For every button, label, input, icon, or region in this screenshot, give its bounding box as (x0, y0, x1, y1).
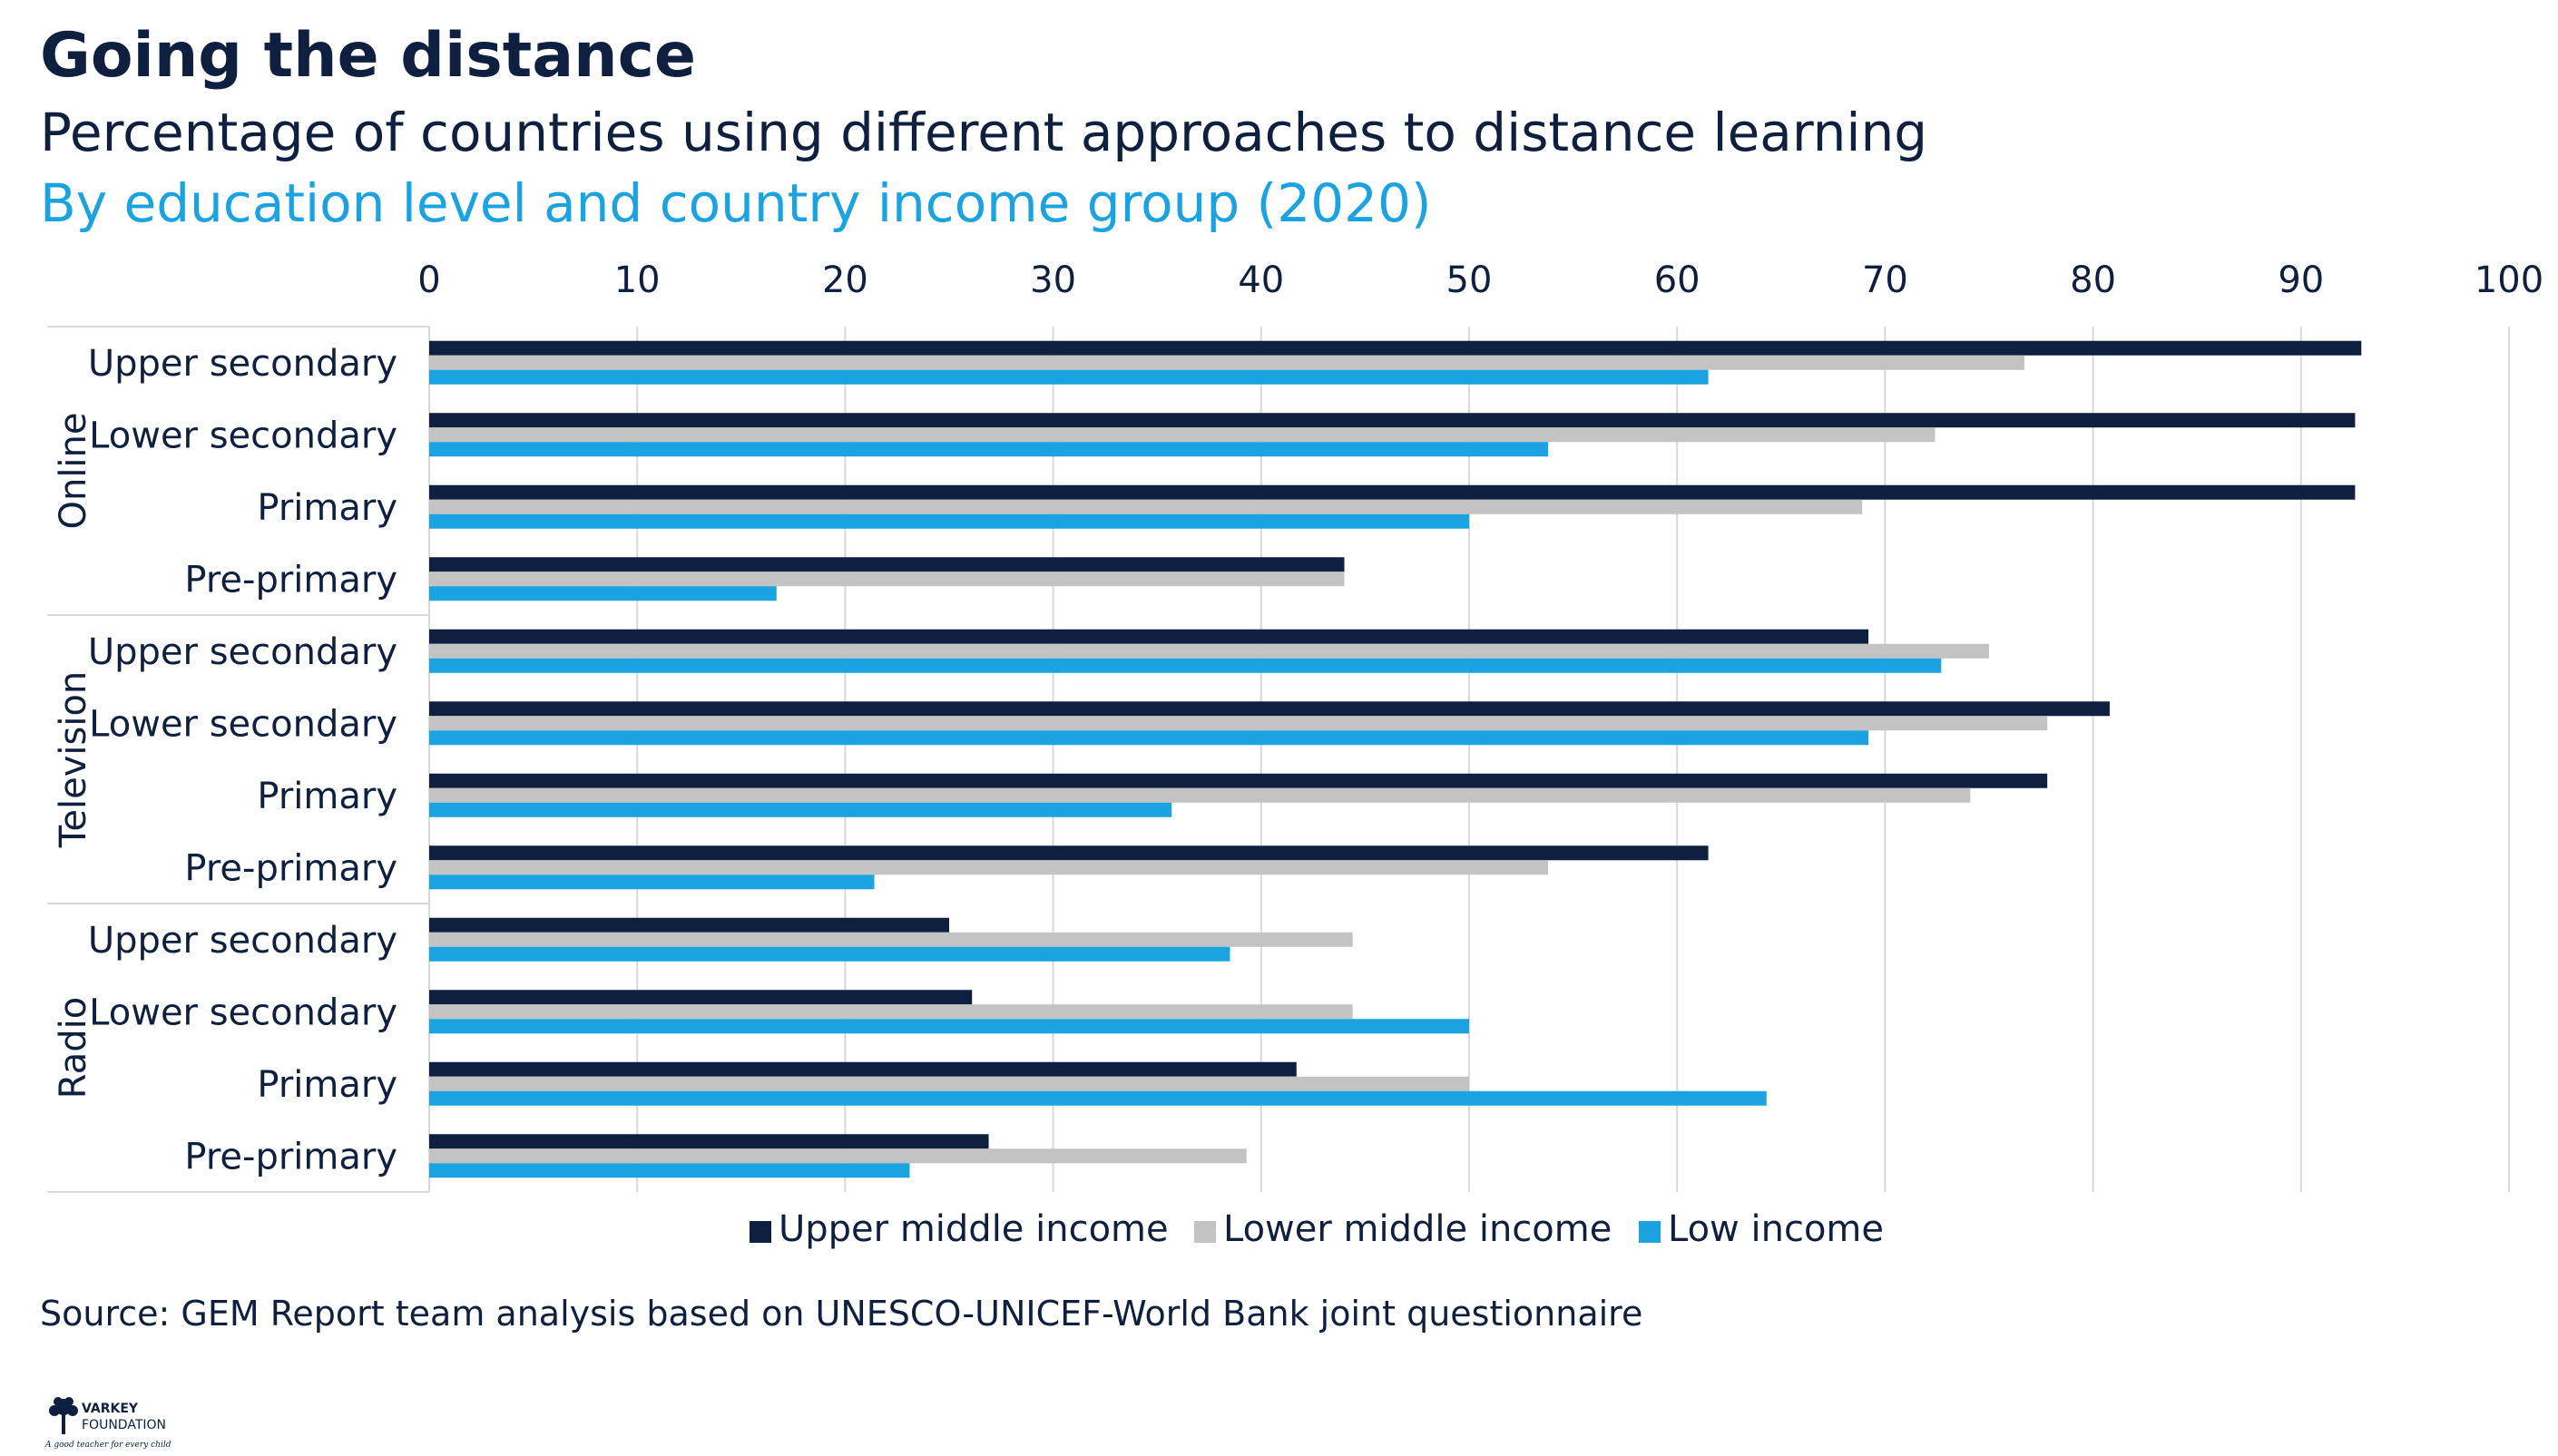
legend-label: Lower middle income (1223, 1208, 1612, 1250)
bar (429, 946, 1230, 962)
bar (429, 917, 949, 933)
category-label: Upper secondary (88, 631, 397, 673)
category-label: Pre-primary (184, 1136, 397, 1178)
bar (429, 932, 1353, 947)
bar (429, 658, 1942, 673)
logo-tagline: A good teacher for every child (44, 1441, 172, 1450)
category-label: Lower secondary (89, 415, 397, 456)
bar (429, 427, 1936, 443)
category-label: Lower secondary (89, 992, 397, 1033)
chart-subtitle-2: By education level and country income gr… (40, 172, 1432, 234)
category-label: Upper secondary (88, 343, 397, 385)
bar (429, 730, 1869, 746)
bar (429, 1163, 910, 1178)
group-label: Online (53, 412, 94, 529)
logo-name-line2: FOUNDATION (82, 1418, 166, 1432)
bar (429, 802, 1172, 817)
bar (429, 513, 1469, 529)
category-label: Upper secondary (88, 920, 397, 962)
legend-label: Low income (1668, 1208, 1884, 1250)
bar (429, 845, 1709, 861)
x-tick-label: 90 (2278, 259, 2324, 301)
category-label: Lower secondary (89, 703, 397, 745)
legend-swatch (750, 1221, 771, 1243)
bar (429, 787, 1971, 803)
bar (429, 572, 1345, 587)
tree-icon (49, 1397, 78, 1434)
x-tick-label: 60 (1654, 259, 1700, 301)
legend-swatch (1194, 1221, 1216, 1243)
x-tick-label: 50 (1446, 259, 1493, 301)
bar (429, 716, 2048, 731)
bar (429, 1004, 1353, 1020)
x-tick-label: 70 (1862, 259, 1908, 301)
bar (429, 773, 2048, 788)
bar (429, 586, 777, 601)
bar (429, 643, 1989, 659)
bar (429, 1134, 989, 1149)
group-label: Radio (53, 997, 94, 1099)
chart-title: Going the distance (40, 20, 696, 92)
bar (429, 1076, 1469, 1091)
category-label: Primary (257, 1064, 397, 1106)
bar (429, 442, 1549, 457)
bar (429, 484, 2356, 500)
bar (429, 369, 1709, 385)
bar (429, 629, 1869, 644)
bar (429, 701, 2110, 717)
varkey-foundation-logo: VARKEY FOUNDATION A good teacher for eve… (44, 1397, 172, 1450)
legend-label: Upper middle income (779, 1208, 1169, 1250)
legend-swatch (1639, 1221, 1661, 1243)
group-label: Television (53, 671, 94, 849)
category-label: Pre-primary (184, 559, 397, 601)
x-tick-label: 0 (417, 259, 440, 301)
category-label: Primary (257, 776, 397, 817)
bar (429, 499, 1863, 514)
x-tick-label: 20 (822, 259, 868, 301)
chart-subtitle: Percentage of countries using different … (40, 102, 1928, 163)
bar (429, 990, 973, 1005)
bar (429, 557, 1345, 572)
x-tick-label: 10 (614, 259, 661, 301)
x-tick-label: 40 (1238, 259, 1284, 301)
bar (429, 1019, 1469, 1034)
x-tick-label: 100 (2475, 259, 2543, 301)
bar (429, 1061, 1297, 1077)
bar (429, 860, 1549, 875)
bar (429, 1148, 1247, 1164)
logo-name-line1: VARKEY (82, 1402, 139, 1416)
bar (429, 355, 2024, 370)
bar (429, 340, 2362, 356)
source-note: Source: GEM Report team analysis based o… (40, 1294, 1643, 1334)
category-label: Pre-primary (184, 847, 397, 889)
x-tick-label: 30 (1030, 259, 1076, 301)
bar (429, 413, 2356, 428)
bar (429, 875, 875, 890)
bar (429, 1090, 1767, 1106)
category-label: Primary (257, 487, 397, 529)
x-tick-label: 80 (2070, 259, 2116, 301)
